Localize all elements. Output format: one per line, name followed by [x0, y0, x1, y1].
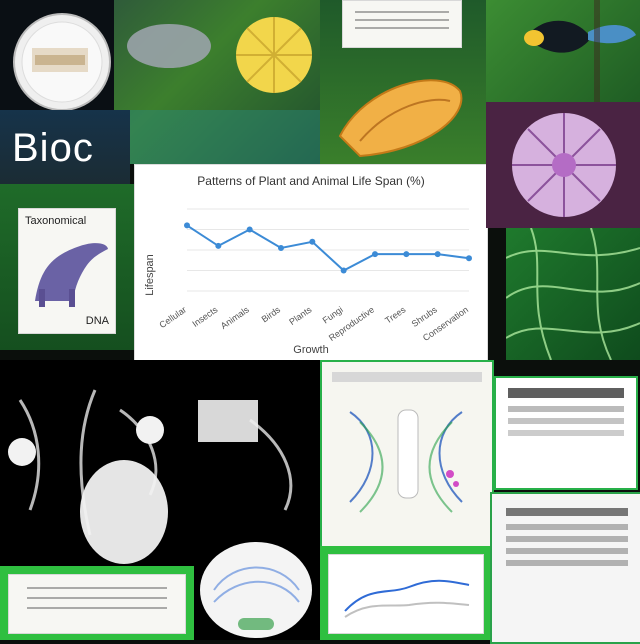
bottom-doc-left[interactable] — [0, 566, 194, 640]
bioc-title-tile: Bioc — [0, 110, 130, 184]
animal-icon — [35, 243, 108, 307]
chart-panel: Patterns of Plant and Animal Life Span (… — [134, 164, 488, 362]
data-point — [184, 222, 190, 229]
card-title: Taxonomical — [25, 215, 87, 227]
bottom-cell — [194, 520, 320, 640]
neuron-icon — [8, 389, 293, 564]
right-doc-bottom[interactable] — [490, 492, 640, 644]
chart-ticks: Cellular Insects Animals Birds Plants FungiRe… — [157, 304, 470, 343]
petri-dish-tile — [0, 0, 114, 110]
y-axis-label: Lifespan — [144, 254, 156, 296]
reef-tile — [114, 0, 320, 164]
data-point — [434, 251, 441, 258]
leaf-icon — [506, 228, 640, 360]
x-tick-label: Plants — [287, 304, 314, 327]
leaf-tile — [506, 228, 640, 360]
mini-line-chart-icon — [344, 579, 470, 618]
x-tick-label: Fungi — [321, 304, 345, 325]
x-tick-label: Birds — [260, 304, 283, 324]
cross-section-icon — [349, 409, 463, 513]
bird-tile — [486, 0, 640, 102]
data-point — [215, 242, 222, 249]
data-point — [372, 251, 378, 258]
fruit-tile — [320, 0, 486, 164]
taxonomy-card[interactable]: Taxonomical DNA — [18, 208, 116, 334]
radial-cell-tile — [486, 102, 640, 228]
data-point — [466, 255, 472, 262]
data-point — [278, 244, 284, 251]
reef-illustration — [114, 17, 320, 164]
chart-grid — [187, 208, 469, 292]
data-point — [403, 251, 410, 258]
series-line — [186, 224, 470, 272]
taxonomy-card-area: Taxonomical DNA — [0, 184, 134, 350]
x-tick-label: Insects — [190, 304, 220, 329]
petri-dish-icon — [13, 13, 111, 110]
bird-icon — [524, 0, 636, 102]
cell-capsule-icon — [200, 542, 312, 638]
line-chart: Patterns of Plant and Animal Life Span (… — [144, 174, 472, 356]
fruit-icon — [338, 79, 463, 158]
x-axis-label: Growth — [293, 344, 328, 356]
x-tick-label: Trees — [383, 304, 408, 325]
data-point — [246, 226, 253, 233]
chart-title: Patterns of Plant and Animal Life Span (… — [197, 174, 424, 188]
bioc-title: Bioc — [12, 126, 94, 170]
x-tick-label: Animals — [219, 304, 251, 331]
label-sheet — [342, 0, 462, 48]
card-caption: DNA — [85, 315, 109, 327]
bottom-chart-doc[interactable] — [320, 546, 490, 640]
cross-section-doc[interactable] — [320, 360, 494, 550]
x-tick-label: Cellular — [157, 304, 188, 330]
radial-cell-icon — [512, 113, 616, 217]
chart-marks — [184, 222, 472, 274]
data-point — [309, 238, 316, 245]
data-point — [340, 267, 347, 274]
right-doc-top[interactable] — [494, 376, 638, 490]
